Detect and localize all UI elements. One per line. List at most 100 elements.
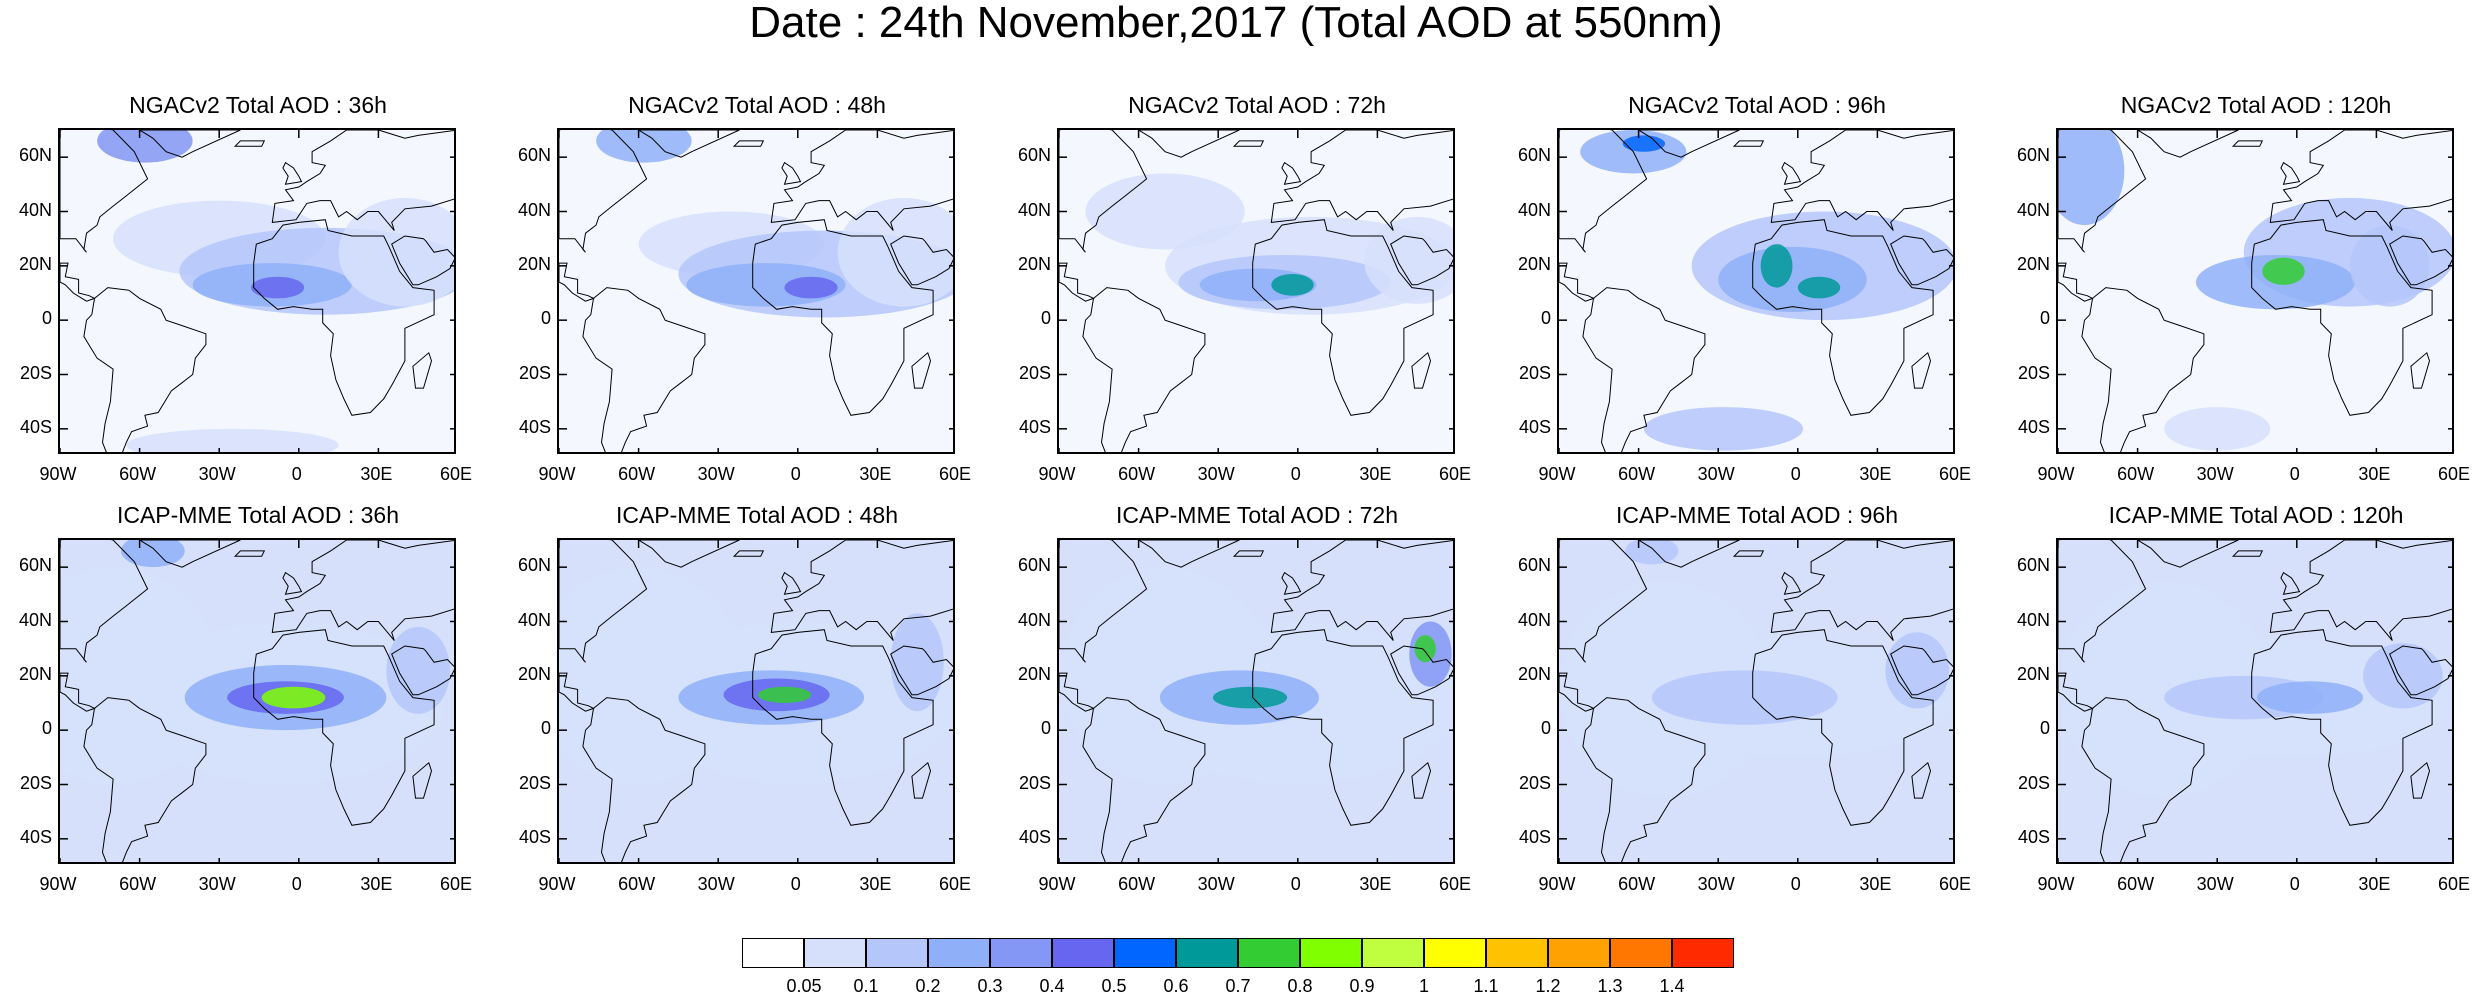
coastline-arabia: [1390, 235, 1453, 286]
coastline-greenland: [2136, 130, 2239, 158]
lon-tick-label: 60E: [938, 874, 972, 894]
lon-tick-label: 30E: [1859, 874, 1892, 894]
lon-tick-label: 90W: [538, 874, 576, 894]
lon-tick-label: 30W: [1697, 874, 1735, 894]
aod-map-panel: NGACv2 Total AOD : 72h 60N 40N 20N 0 20S 40S 90…: [1018, 92, 1471, 494]
lat-tick-label: 20S: [2017, 362, 2050, 383]
lat-tick-label: 20N: [18, 663, 52, 684]
coastline-europe: [2269, 130, 2452, 231]
map-frame: [1557, 538, 1955, 864]
lat-tick-label: 20S: [1018, 772, 1051, 793]
lon-tick-label: 90W: [39, 464, 77, 484]
lat-tick-label: 0: [2039, 718, 2050, 739]
lat-tick-label: 20S: [19, 772, 52, 793]
panel-title: ICAP-MME Total AOD : 48h: [615, 502, 899, 528]
aod-field: [1059, 540, 1453, 862]
coastline-south-america: [1582, 697, 1706, 862]
colorbar-swatch: [1672, 938, 1734, 968]
lat-tick-label: 40S: [1518, 416, 1551, 437]
coastline-africa: [1252, 219, 1434, 416]
lat-tick-label: 40N: [1017, 609, 1051, 630]
coastline-iceland: [732, 550, 765, 557]
coastline-iceland: [1232, 140, 1265, 147]
coastline-greenland: [138, 540, 241, 568]
aod-plume: [1364, 216, 1453, 304]
lat-tick-label: 40N: [1017, 199, 1051, 220]
coastline-south-america: [1582, 287, 1706, 452]
lon-tick-label: 60W: [119, 874, 157, 894]
aod-field: [1559, 540, 1953, 862]
aod-map-panel: ICAP-MME Total AOD : 48h 60N 40N 20N 0 20S 40S…: [518, 502, 971, 904]
lon-tick-label: 0: [790, 874, 801, 894]
colorbar-swatch: [1424, 938, 1486, 968]
lon-tick-label: 0: [291, 874, 302, 894]
coastline-africa: [752, 629, 934, 826]
lon-tick-label: 60W: [1118, 874, 1156, 894]
aod-plume: [261, 686, 326, 709]
aod-map-panel: NGACv2 Total AOD : 120h 60N 40N 20N 0 20S 40S 9…: [2017, 92, 2470, 494]
coastline-south-america: [2081, 287, 2205, 452]
lat-tick-label: 40S: [518, 416, 551, 437]
aod-field: [559, 540, 953, 862]
coastline-greenland: [1137, 130, 1240, 158]
lat-tick-label: 40S: [19, 416, 52, 437]
lon-tick-label: 60W: [119, 464, 157, 484]
lat-tick-label: 60N: [18, 555, 52, 576]
lon-tick-label: 30W: [2196, 874, 2234, 894]
lat-tick-label: 40S: [1018, 416, 1051, 437]
coastline-europe: [1770, 540, 1953, 641]
lon-tick-label: 30W: [697, 874, 735, 894]
aod-plume: [837, 197, 953, 307]
lon-tick-label: 30W: [1697, 464, 1735, 484]
coastline-europe: [1770, 130, 1953, 231]
colorbar-label: 0.3: [977, 976, 1003, 996]
coastline-north-america: [1559, 130, 1648, 253]
coastline-south-america: [1082, 287, 1206, 452]
coastline-south-america: [1082, 697, 1206, 862]
lat-tick-label: 20S: [1518, 362, 1551, 383]
lat-tick-label: 60N: [517, 555, 551, 576]
colorbar-swatch: [866, 938, 928, 968]
lon-tick-label: 60W: [618, 874, 656, 894]
map-frame: [58, 538, 456, 864]
lon-tick-label: 90W: [2037, 464, 2075, 484]
aod-plume: [1760, 244, 1793, 288]
colorbar-swatch: [1610, 938, 1672, 968]
aod-field: [1059, 130, 1453, 452]
lat-tick-label: 40N: [18, 609, 52, 630]
figure-title: Date : 24th November,2017 (Total AOD at …: [749, 0, 1723, 47]
coastline-iceland: [1732, 550, 1765, 557]
aod-plume: [1885, 632, 1950, 709]
lat-tick-label: 0: [41, 718, 52, 739]
coastline-south-america: [83, 697, 207, 862]
aod-map-panel: ICAP-MME Total AOD : 120h 60N 40N 20N 0 20S 40…: [2017, 502, 2470, 904]
coastline-greenland: [1637, 130, 1740, 158]
aod-map-panel: NGACv2 Total AOD : 96h 60N 40N 20N 0 20S 40S 90…: [1518, 92, 1971, 494]
lat-tick-label: 20N: [1517, 663, 1551, 684]
lat-tick-label: 0: [1540, 308, 1551, 329]
aod-map-panel: NGACv2 Total AOD : 36h 60N 40N 20N 0 20S 40S 90…: [19, 92, 472, 494]
lon-tick-label: 0: [1290, 464, 1301, 484]
aod-plume: [1085, 173, 1245, 250]
aod-map-panel: ICAP-MME Total AOD : 36h 60N 40N 20N 0 20S 40S…: [19, 502, 472, 904]
colorbar-swatch: [1114, 938, 1176, 968]
colorbar-label: 0.2: [915, 976, 941, 996]
aod-field: [2058, 130, 2452, 452]
coastline-south-america: [582, 697, 706, 862]
colorbar-label: 0.8: [1287, 976, 1313, 996]
coastline-arabia: [890, 645, 953, 696]
aod-plume: [758, 686, 812, 703]
coastline-north-america: [1559, 540, 1648, 663]
aod-plume: [1718, 246, 1867, 313]
coastline-uk: [2280, 571, 2301, 595]
colorbar-label: 0.1: [853, 976, 879, 996]
coastline-south-america: [83, 287, 207, 452]
lat-tick-label: 20N: [1017, 253, 1051, 274]
coastline-africa: [1752, 629, 1934, 826]
aod-map-panel: ICAP-MME Total AOD : 96h 60N 40N 20N 0 20S 40S…: [1518, 502, 1971, 904]
aod-plume: [1414, 635, 1436, 663]
lon-tick-label: 30E: [2358, 464, 2391, 484]
coastline-greenland: [637, 130, 740, 158]
coastline-madagascar: [1911, 761, 1932, 799]
lat-tick-label: 60N: [1017, 145, 1051, 166]
